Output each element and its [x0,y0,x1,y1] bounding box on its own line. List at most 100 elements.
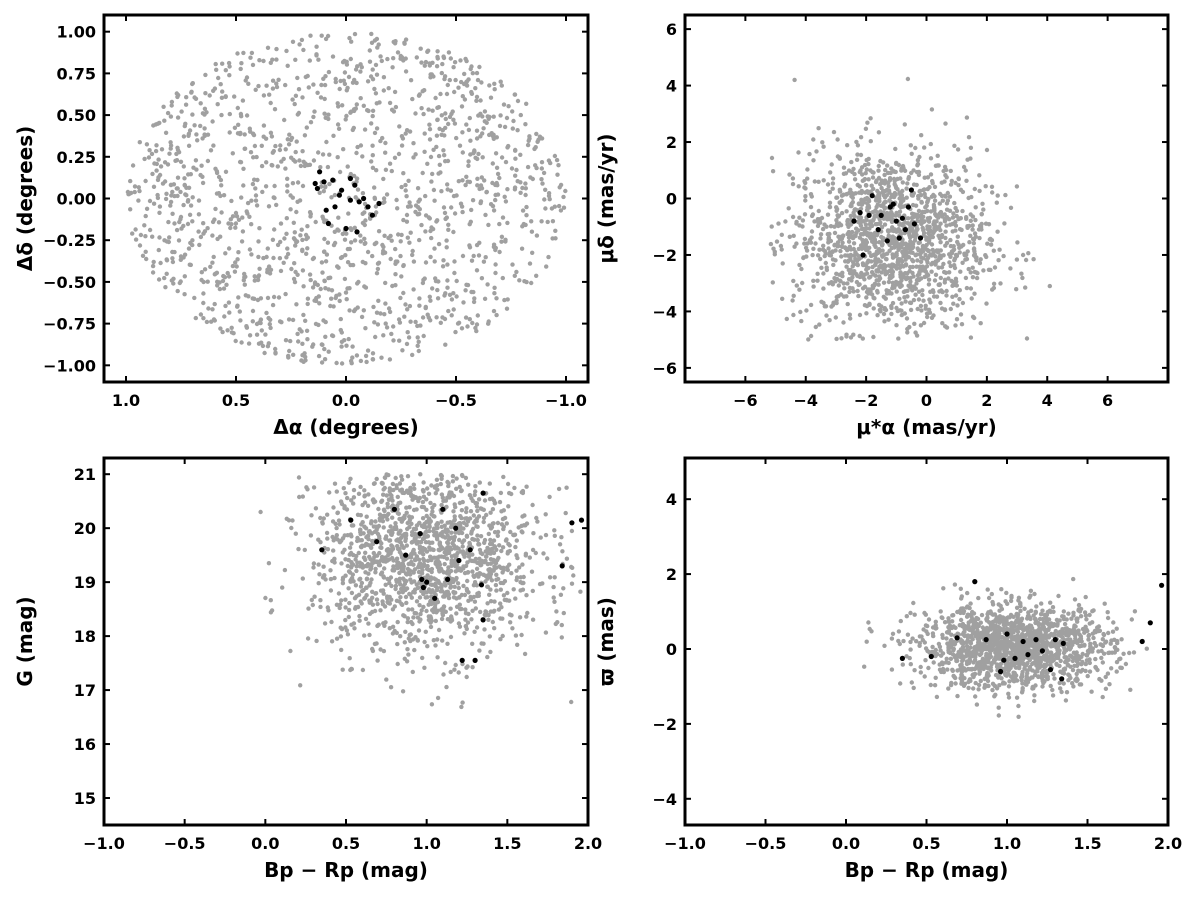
field-star-point [378,588,384,593]
field-star-point [226,221,231,226]
field-star-point [399,274,404,279]
field-star-point [900,180,905,185]
field-star-point [932,184,938,190]
field-star-point [395,661,400,667]
field-star-point [521,523,527,528]
field-star-point [922,219,927,224]
field-star-point [790,176,796,181]
field-star-point [882,319,887,324]
member-point [478,582,485,588]
field-star-point [316,150,321,155]
field-star-point [294,209,299,215]
field-star-point [469,617,474,622]
field-star-point [351,487,357,493]
field-star-point [308,533,314,538]
field-star-point [879,180,885,185]
field-star-point [916,196,921,201]
field-star-point [848,257,853,262]
field-star-point [305,636,311,641]
field-star-point [900,662,905,667]
field-star-point [821,300,826,306]
field-star-point [916,240,921,246]
x-tick-label: −0.5 [435,391,477,410]
field-star-point [316,581,321,586]
x-tick-label: 1.5 [493,834,521,853]
field-star-point [792,244,797,249]
field-star-point [335,122,341,127]
field-star-point [304,251,309,256]
field-star-point [432,502,437,508]
field-star-point [930,178,935,184]
field-star-point [551,595,556,600]
field-star-point [352,596,358,601]
field-star-point [864,167,869,172]
field-star-point [500,275,505,281]
field-star-point [281,260,286,265]
field-star-point [552,533,557,538]
field-star-point [495,529,501,535]
field-star-point [855,219,861,225]
field-star-point [242,132,247,137]
field-star-point [953,205,958,211]
member-point [467,547,473,553]
field-star-point [242,282,247,287]
field-star-point [867,275,872,280]
member-point [893,218,899,224]
field-star-point [930,260,935,266]
field-star-point [348,56,353,62]
field-star-point [444,245,449,250]
field-star-point [194,132,199,137]
field-star-point [430,608,435,613]
field-star-point [431,147,436,152]
field-star-point [370,589,375,594]
field-star-point [397,576,402,581]
field-star-point [422,524,427,529]
field-star-point [968,218,973,223]
field-star-point [824,313,829,318]
field-star-point [967,240,972,245]
field-star-point [977,260,983,266]
field-star-point [396,531,401,536]
field-star-point [256,273,262,278]
field-star-point [435,599,441,605]
field-star-point [325,512,330,517]
field-star-point [486,612,491,618]
field-star-point [433,278,439,284]
field-star-point [482,119,487,124]
field-star-point [546,158,552,163]
field-star-point [802,236,808,242]
field-star-point [303,232,309,238]
field-star-point [859,226,865,232]
field-star-point [1127,650,1132,656]
field-star-point [474,501,480,506]
field-star-point [382,513,387,518]
field-star-point [852,213,857,219]
field-star-point [373,591,379,596]
field-star-point [893,184,898,189]
field-star-point [514,269,519,275]
field-star-point [435,637,440,642]
field-star-point [218,234,223,239]
field-star-point [406,178,411,183]
field-star-point [449,563,454,568]
field-star-point [337,298,342,304]
field-star-point [984,147,990,153]
field-star-point [410,248,415,254]
field-star-point [513,173,518,178]
field-star-point [324,252,330,257]
field-star-point [866,203,871,209]
field-star-point [497,543,502,548]
field-star-point [830,176,836,181]
field-star-point [870,264,875,270]
field-star-point [830,186,835,191]
field-star-point [223,303,228,309]
field-star-point [210,219,216,225]
field-star-point [900,195,905,201]
field-star-point [529,229,535,234]
field-star-point [417,520,422,526]
field-star-point [505,220,510,226]
field-star-point [453,504,458,510]
field-star-point [308,277,313,283]
field-star-point [511,532,517,538]
field-star-point [402,640,407,645]
